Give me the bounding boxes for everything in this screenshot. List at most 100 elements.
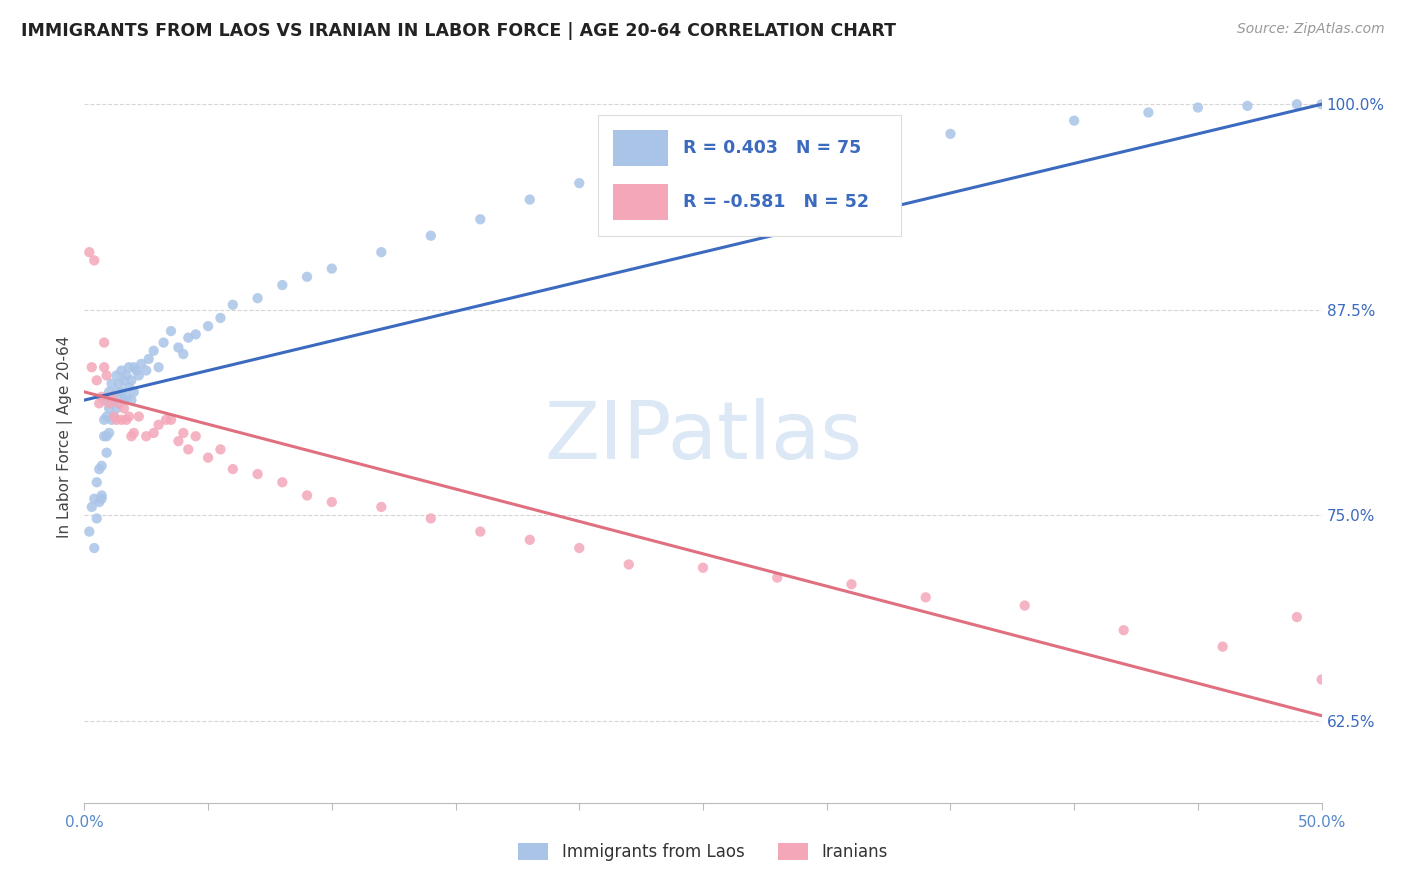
Point <box>90 491 112 506</box>
Point <box>112 393 135 408</box>
Point <box>419 511 441 525</box>
Point <box>138 351 160 366</box>
Point <box>1187 101 1209 115</box>
Point <box>692 560 714 574</box>
Point <box>110 363 132 377</box>
Point <box>419 228 441 243</box>
Point <box>105 401 128 416</box>
Point <box>96 446 118 460</box>
Point <box>1285 97 1308 112</box>
Point <box>100 376 122 391</box>
Text: IMMIGRANTS FROM LAOS VS IRANIAN IN LABOR FORCE | AGE 20-64 CORRELATION CHART: IMMIGRANTS FROM LAOS VS IRANIAN IN LABOR… <box>21 22 896 40</box>
Point <box>370 500 392 514</box>
Point <box>271 278 294 293</box>
Point <box>152 335 174 350</box>
Point <box>184 327 207 342</box>
Point <box>172 425 194 440</box>
Point <box>86 511 108 525</box>
Point <box>568 541 591 555</box>
Point <box>167 341 190 355</box>
Point <box>80 500 103 514</box>
Point <box>142 425 165 440</box>
Point <box>103 409 125 424</box>
Point <box>79 245 101 260</box>
Point <box>89 462 111 476</box>
Point <box>83 541 105 555</box>
Point <box>519 193 541 207</box>
Point <box>1137 105 1160 120</box>
Point <box>142 343 165 358</box>
Point <box>96 429 118 443</box>
Text: ZIPatlas: ZIPatlas <box>544 398 862 476</box>
Point <box>79 524 101 539</box>
Point <box>1285 610 1308 624</box>
Point <box>321 495 343 509</box>
Point <box>115 368 138 383</box>
Point <box>100 390 122 404</box>
Point <box>246 467 269 481</box>
Point <box>98 396 121 410</box>
Point <box>86 373 108 387</box>
Point <box>93 335 115 350</box>
Point <box>93 393 115 408</box>
Point <box>103 409 125 424</box>
Point <box>98 425 121 440</box>
Point <box>93 360 115 375</box>
Point <box>112 401 135 416</box>
Point <box>568 176 591 190</box>
Point <box>96 368 118 383</box>
Point <box>128 368 150 383</box>
Point <box>155 413 177 427</box>
Point <box>222 462 245 476</box>
Point <box>128 409 150 424</box>
Point <box>118 380 141 394</box>
Point <box>246 291 269 305</box>
Point <box>295 488 318 502</box>
Point <box>100 413 122 427</box>
Point <box>766 571 789 585</box>
Point <box>1212 640 1234 654</box>
Point <box>110 413 132 427</box>
Point <box>1310 673 1333 687</box>
Point <box>96 409 118 424</box>
Point <box>108 376 131 391</box>
Point <box>172 347 194 361</box>
Point <box>90 458 112 473</box>
Point <box>129 357 152 371</box>
Point <box>93 413 115 427</box>
Point <box>120 373 142 387</box>
Point <box>519 533 541 547</box>
Point <box>98 384 121 399</box>
Point <box>115 413 138 427</box>
Point <box>105 384 128 399</box>
Legend: Immigrants from Laos, Iranians: Immigrants from Laos, Iranians <box>512 836 894 868</box>
Point <box>370 245 392 260</box>
Point <box>83 491 105 506</box>
Point <box>470 524 492 539</box>
Point <box>110 384 132 399</box>
Point <box>90 488 112 502</box>
Point <box>105 368 128 383</box>
Point <box>209 442 232 457</box>
Point <box>108 390 131 404</box>
Point <box>1063 113 1085 128</box>
Point <box>197 319 219 334</box>
Point <box>93 429 115 443</box>
Point <box>321 261 343 276</box>
Point <box>122 425 145 440</box>
Point <box>177 442 200 457</box>
Point <box>135 363 157 377</box>
Point <box>841 577 863 591</box>
Point <box>148 360 170 375</box>
Point <box>692 160 714 174</box>
Point <box>90 390 112 404</box>
Point <box>222 298 245 312</box>
Point <box>115 390 138 404</box>
Point <box>80 360 103 375</box>
Point <box>135 429 157 443</box>
Point <box>83 253 105 268</box>
Point <box>1236 99 1258 113</box>
Point <box>122 360 145 375</box>
Point <box>160 413 183 427</box>
Point <box>118 360 141 375</box>
